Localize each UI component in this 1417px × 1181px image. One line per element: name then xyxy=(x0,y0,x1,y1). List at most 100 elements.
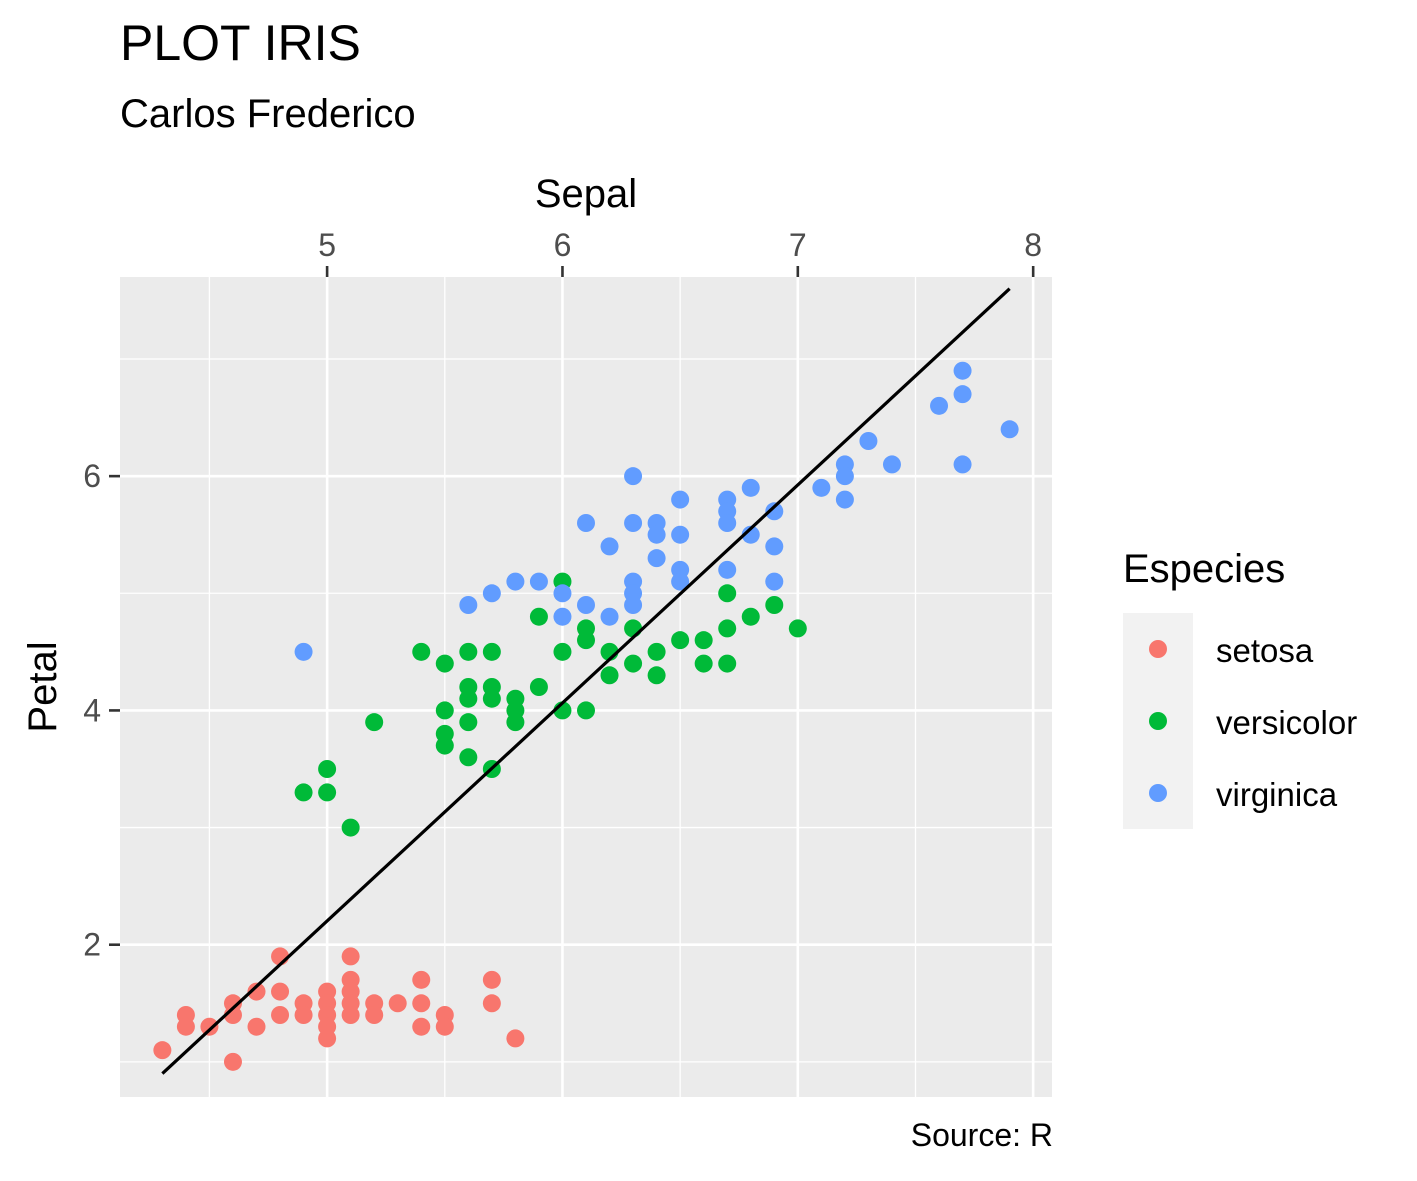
point-setosa xyxy=(247,982,266,1001)
point-virginica xyxy=(647,549,666,568)
legend-label-setosa: setosa xyxy=(1216,632,1314,669)
x-tick-label: 6 xyxy=(554,227,572,263)
data-points xyxy=(153,361,1019,1071)
legend-swatch-versicolor xyxy=(1149,712,1167,730)
point-virginica xyxy=(459,596,478,614)
point-versicolor xyxy=(459,689,478,708)
point-virginica xyxy=(600,607,619,626)
point-versicolor xyxy=(529,607,548,626)
point-versicolor xyxy=(459,713,478,732)
x-tick-label: 5 xyxy=(318,227,336,263)
point-versicolor xyxy=(718,654,737,673)
point-virginica xyxy=(953,455,972,474)
point-virginica xyxy=(741,478,760,497)
legend-key-versicolor xyxy=(1123,685,1193,757)
point-setosa xyxy=(435,1017,454,1036)
point-setosa xyxy=(412,970,431,989)
x-tick-label: 8 xyxy=(1024,227,1042,263)
x-axis: 5 6 7 8 xyxy=(318,227,1042,277)
point-virginica xyxy=(671,525,690,544)
point-virginica xyxy=(624,596,643,614)
point-setosa xyxy=(365,1006,384,1024)
point-versicolor xyxy=(482,689,501,708)
point-versicolor xyxy=(341,818,360,837)
point-setosa xyxy=(247,1017,266,1036)
point-setosa xyxy=(412,1017,431,1036)
point-virginica xyxy=(1000,420,1019,439)
legend-label-versicolor: versicolor xyxy=(1216,704,1358,741)
y-axis: 2 4 6 xyxy=(83,458,120,963)
point-versicolor xyxy=(647,666,666,685)
chart-subtitle: Carlos Frederico xyxy=(120,92,416,136)
point-virginica xyxy=(859,432,878,450)
point-setosa xyxy=(318,1029,337,1048)
point-virginica xyxy=(553,584,572,603)
point-virginica xyxy=(765,502,784,521)
point-versicolor xyxy=(482,642,501,661)
point-versicolor xyxy=(718,619,737,638)
point-setosa xyxy=(482,994,501,1013)
point-virginica xyxy=(812,478,831,497)
point-setosa xyxy=(200,1017,219,1036)
point-virginica xyxy=(506,572,525,591)
legend-swatch-setosa xyxy=(1149,640,1167,658)
point-setosa xyxy=(388,994,407,1013)
point-virginica xyxy=(741,525,760,544)
point-versicolor xyxy=(718,584,737,603)
point-versicolor xyxy=(553,642,572,661)
point-virginica xyxy=(930,396,949,415)
point-virginica xyxy=(600,537,619,556)
point-versicolor xyxy=(647,642,666,661)
point-virginica xyxy=(577,596,595,614)
point-setosa xyxy=(341,947,360,966)
point-setosa xyxy=(482,970,501,989)
point-virginica xyxy=(718,560,737,579)
point-virginica xyxy=(882,455,901,474)
point-versicolor xyxy=(577,701,595,720)
chart-title: PLOT IRIS xyxy=(120,15,361,71)
point-virginica xyxy=(765,572,784,591)
y-tick-label: 6 xyxy=(83,458,101,494)
point-versicolor xyxy=(765,596,784,614)
point-virginica xyxy=(529,572,548,591)
point-versicolor xyxy=(600,666,619,685)
y-tick-label: 4 xyxy=(83,692,101,728)
point-setosa xyxy=(223,1052,242,1071)
point-versicolor xyxy=(624,619,643,638)
y-axis-label: Petal xyxy=(21,641,65,732)
point-versicolor xyxy=(294,783,313,802)
point-versicolor xyxy=(529,678,548,696)
point-versicolor xyxy=(318,783,337,802)
legend-label-virginica: virginica xyxy=(1216,776,1338,813)
point-versicolor xyxy=(624,654,643,673)
point-setosa xyxy=(176,1017,195,1036)
point-virginica xyxy=(624,514,643,532)
x-tick-label: 7 xyxy=(789,227,807,263)
point-versicolor xyxy=(412,642,431,661)
point-setosa xyxy=(271,1006,290,1024)
point-versicolor xyxy=(671,631,690,650)
point-setosa xyxy=(506,1029,525,1048)
chart-caption: Source: R xyxy=(910,1117,1053,1153)
point-virginica xyxy=(765,537,784,556)
point-setosa xyxy=(153,1041,172,1060)
point-versicolor xyxy=(694,654,713,673)
point-versicolor xyxy=(318,760,337,778)
point-virginica xyxy=(482,584,501,603)
point-setosa xyxy=(412,994,431,1013)
point-versicolor xyxy=(788,619,807,638)
legend-swatch-virginica xyxy=(1149,784,1167,802)
minor-gridlines xyxy=(120,277,1052,1097)
point-versicolor xyxy=(435,654,454,673)
point-versicolor xyxy=(459,642,478,661)
plot-panel xyxy=(120,277,1052,1097)
point-setosa xyxy=(294,1006,313,1024)
point-virginica xyxy=(671,490,690,509)
y-tick-label: 2 xyxy=(83,927,101,963)
point-versicolor xyxy=(459,748,478,767)
point-virginica xyxy=(718,514,737,532)
point-virginica xyxy=(835,490,854,509)
point-virginica xyxy=(647,525,666,544)
point-versicolor xyxy=(435,701,454,720)
point-virginica xyxy=(953,361,972,380)
